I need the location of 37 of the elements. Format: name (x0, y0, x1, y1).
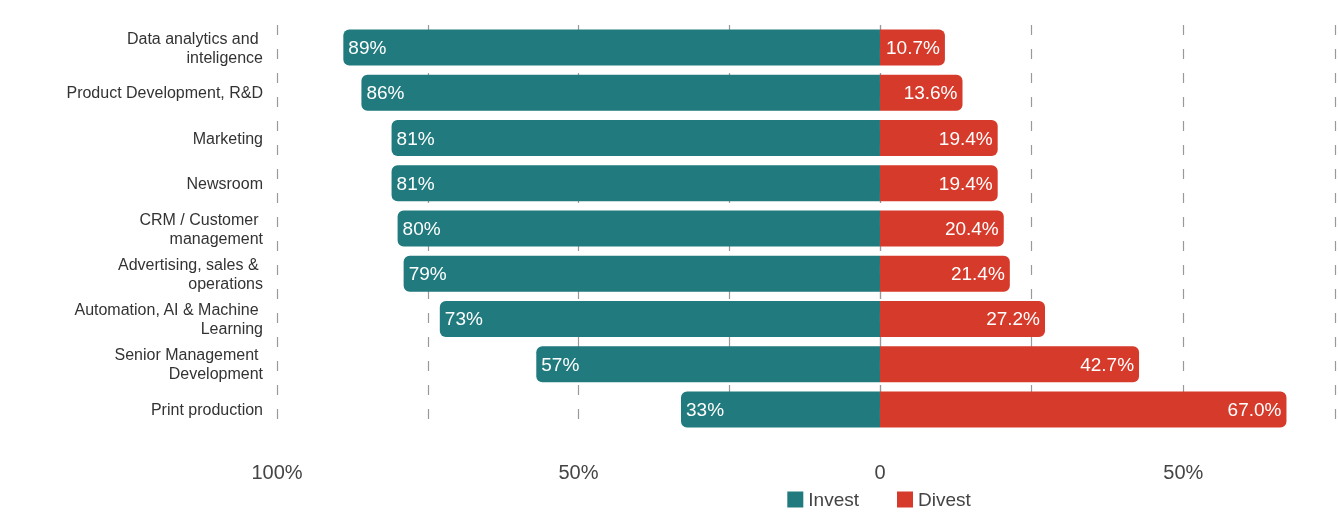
data-label: 19.4% (938, 172, 993, 194)
data-label: 79% (408, 263, 447, 285)
x-tick-label: 50% (558, 461, 599, 483)
x-tick-label: 50% (1163, 461, 1204, 483)
legend-label: Invest (808, 489, 860, 510)
data-label: 19.4% (938, 127, 993, 149)
data-label: 80% (402, 218, 441, 239)
y-tick-label: Newsroom (186, 174, 263, 192)
legend-label: Divest (918, 489, 972, 510)
y-tick-label: Print production (150, 400, 263, 418)
y-tick-label: Product Development, R&D (66, 84, 263, 102)
bar (880, 120, 998, 157)
data-label: 73% (444, 308, 483, 330)
bar (880, 210, 1004, 247)
data-label: 33% (686, 398, 725, 420)
data-label: 27.2% (986, 308, 1041, 330)
data-label: 67.0% (1227, 398, 1282, 420)
data-label: 89% (348, 37, 387, 59)
bar (880, 165, 998, 202)
data-label: 57% (541, 353, 580, 375)
bar (880, 255, 1010, 292)
y-tick-label: Advertising, sales & operations (118, 255, 263, 292)
y-tick-label: CRM / Customer management (139, 210, 264, 247)
data-label: 86% (366, 82, 405, 104)
y-tick-label: Senior Management Development (114, 346, 264, 383)
data-label: 81% (396, 172, 435, 194)
x-tick-label: 0 (874, 461, 886, 483)
y-tick-label: Automation, AI & Machine Learning (74, 300, 263, 337)
y-tick-label: Marketing (192, 129, 263, 147)
data-label: 21.4% (950, 263, 1005, 285)
data-label: 42.7% (1080, 353, 1135, 375)
data-label: 20.4% (944, 218, 999, 239)
data-label: 13.6% (903, 82, 958, 104)
y-tick-label: Data analytics and inteligence (126, 29, 264, 66)
x-tick-label: 100% (251, 461, 303, 483)
data-label: 10.7% (886, 37, 941, 59)
data-label: 81% (396, 127, 435, 149)
